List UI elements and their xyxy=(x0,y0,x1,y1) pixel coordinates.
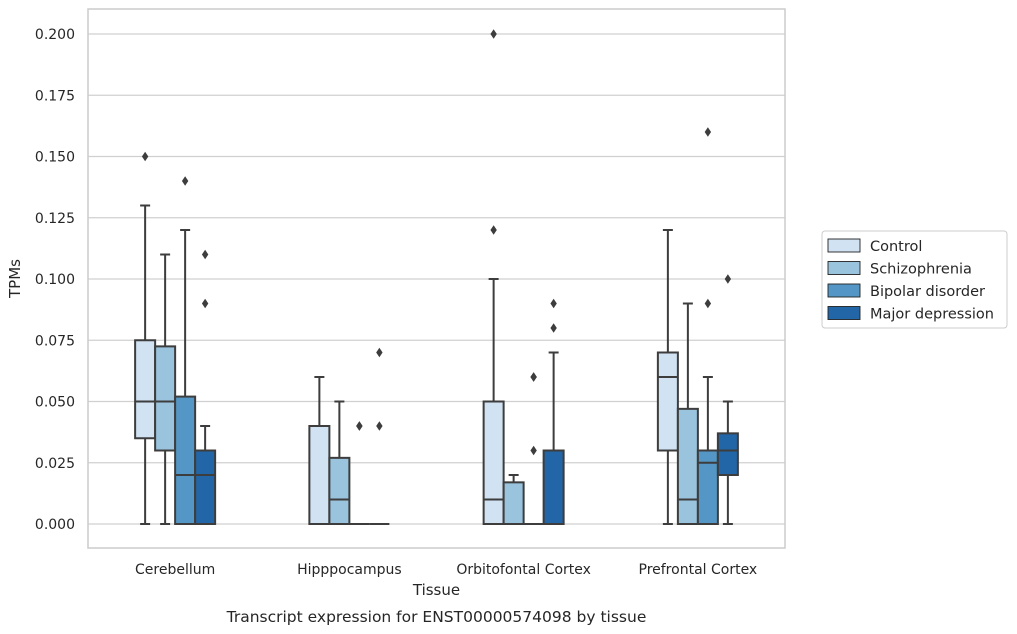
outlier-marker xyxy=(141,151,149,162)
box xyxy=(542,449,565,525)
box xyxy=(134,339,157,440)
outlier-marker xyxy=(530,445,537,456)
box xyxy=(328,456,351,526)
y-tick-label: 0.075 xyxy=(35,333,75,349)
box xyxy=(308,425,331,525)
boxplot xyxy=(482,29,505,525)
box xyxy=(194,449,217,525)
outlier-marker xyxy=(376,421,383,431)
outlier-marker xyxy=(724,274,732,284)
boxplot xyxy=(134,151,157,525)
y-tick-label: 0.100 xyxy=(35,272,75,288)
outlier-marker xyxy=(704,298,712,309)
boxplot xyxy=(174,176,197,526)
boxplot xyxy=(523,372,544,525)
box xyxy=(656,351,679,452)
legend-swatch xyxy=(827,306,861,320)
outlier-marker xyxy=(201,249,209,260)
outlier-marker xyxy=(376,347,383,358)
y-tick-label: 0.125 xyxy=(35,211,75,227)
x-tick-label: Hipppocampus xyxy=(297,562,402,578)
boxplot xyxy=(716,274,739,525)
legend-swatch xyxy=(827,238,861,253)
boxplot xyxy=(696,127,719,525)
boxplot xyxy=(656,229,679,525)
box xyxy=(482,400,505,525)
legend-frame xyxy=(821,230,1008,329)
box xyxy=(716,432,739,477)
boxplot xyxy=(154,253,177,525)
box xyxy=(696,449,719,525)
outlier-marker xyxy=(201,298,209,309)
outlier-marker xyxy=(550,323,557,333)
chart-caption: Transcript expression for ENST0000057409… xyxy=(226,608,647,626)
outlier-marker xyxy=(356,421,363,431)
y-tick-label: 0.150 xyxy=(35,150,75,166)
outlier-marker xyxy=(530,372,537,382)
x-axis-ticks: Cerebellum Hipppocampus Orbitofontal Corte… xyxy=(135,562,757,578)
y-axis-ticks: 0.000 0.025 0.050 0.075 0.100 0.125 0.150 0.175… xyxy=(35,27,75,533)
legend: Control Schizophrenia Bipolar disorder Majo… xyxy=(821,230,1008,329)
box xyxy=(502,481,525,526)
boxplots xyxy=(134,29,739,526)
x-axis-label: Tissue xyxy=(412,581,460,599)
y-tick-label: 0.200 xyxy=(35,27,75,43)
legend-label: Bipolar disorder xyxy=(870,284,985,300)
y-tick-label: 0.025 xyxy=(35,456,75,472)
x-tick-label: Prefrontal Cortex xyxy=(639,562,758,578)
outlier-marker xyxy=(704,127,712,137)
legend-swatch xyxy=(827,283,861,298)
plot-area-frame xyxy=(87,8,786,549)
legend-label: Control xyxy=(870,239,922,255)
x-tick-label: Cerebellum xyxy=(135,562,215,578)
boxplot xyxy=(194,249,217,525)
y-tick-label: 0.000 xyxy=(35,517,75,533)
y-tick-label: 0.050 xyxy=(35,395,75,411)
boxplot xyxy=(308,376,331,525)
boxplot xyxy=(328,400,351,526)
box xyxy=(174,395,197,526)
boxplot xyxy=(676,302,699,526)
x-tick-label: Orbitofontal Cortex xyxy=(456,562,591,578)
legend-label: Major depression xyxy=(870,307,994,323)
y-tick-label: 0.175 xyxy=(35,88,75,104)
box xyxy=(154,345,177,452)
outlier-marker xyxy=(490,225,497,235)
legend-swatch xyxy=(827,261,861,275)
outlier-marker xyxy=(550,298,557,309)
box xyxy=(676,407,699,526)
boxplot xyxy=(542,298,565,525)
outlier-marker xyxy=(490,29,497,39)
outlier-marker xyxy=(181,176,189,186)
boxplot xyxy=(369,347,390,525)
boxplot xyxy=(502,474,525,526)
y-axis-label: TPMs xyxy=(6,259,24,299)
boxplot xyxy=(349,421,370,525)
legend-label: Schizophrenia xyxy=(870,262,972,278)
